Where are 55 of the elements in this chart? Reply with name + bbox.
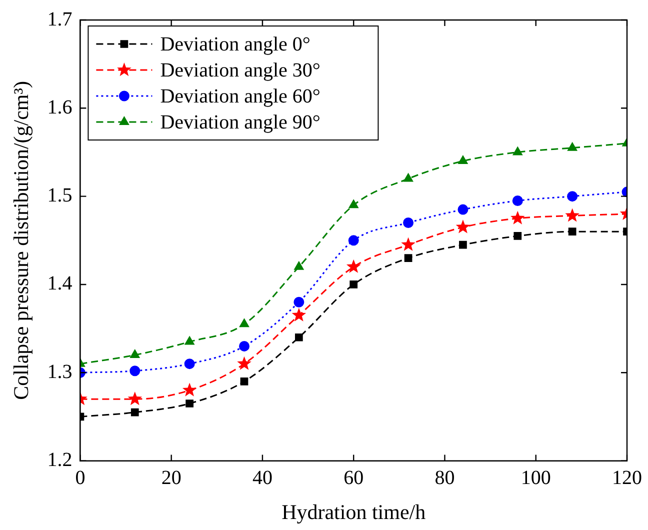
point	[348, 200, 358, 208]
x-tick-label: 0	[75, 467, 86, 490]
point	[458, 156, 468, 164]
point	[458, 204, 468, 215]
point	[404, 254, 412, 262]
x-tick-label: 120	[612, 467, 642, 490]
point	[348, 235, 359, 246]
y-tick-label: 1.2	[47, 449, 72, 472]
point	[459, 240, 467, 249]
point	[403, 218, 414, 228]
point	[130, 350, 140, 358]
point	[568, 142, 577, 151]
point	[510, 210, 525, 224]
point	[292, 308, 306, 322]
y-tick-label: 1.6	[47, 96, 72, 118]
point	[238, 340, 250, 352]
y-axis-title: Collapse pressure distribution/(g/cm³)	[9, 80, 34, 400]
point	[130, 366, 140, 376]
x-tick-label: 20	[161, 467, 182, 490]
point	[401, 237, 416, 251]
point	[294, 262, 304, 270]
point	[128, 392, 142, 406]
x-tick-label: 60	[344, 467, 364, 490]
x-tick-label: 100	[520, 467, 551, 490]
x-tick-label: 40	[252, 467, 272, 490]
point	[237, 356, 252, 370]
legend-label: Deviation angle 30°	[160, 59, 320, 82]
point	[182, 382, 197, 396]
y-tick-label: 1.4	[47, 272, 72, 295]
point	[512, 146, 522, 156]
point	[565, 208, 580, 222]
point	[130, 408, 139, 416]
point	[404, 173, 413, 182]
point	[350, 280, 358, 288]
point	[186, 400, 194, 408]
point	[240, 378, 248, 386]
point	[568, 228, 576, 236]
x-axis-title: Hydration time/h	[282, 500, 426, 524]
y-tick-label: 1.5	[47, 184, 72, 207]
point	[567, 191, 578, 202]
point	[240, 318, 249, 328]
legend-label: Deviation angle 90°	[160, 111, 320, 134]
point	[294, 333, 303, 342]
point	[514, 232, 522, 240]
x-tick-label: 80	[434, 467, 455, 490]
y-tick-label: 1.3	[47, 360, 72, 383]
point	[294, 296, 304, 308]
point	[456, 220, 470, 234]
y-tick-label: 1.7	[47, 8, 72, 30]
legend-label: Deviation angle 60°	[160, 85, 320, 108]
legend-label: Deviation angle 0°	[160, 33, 310, 56]
point	[346, 259, 361, 273]
point	[184, 336, 194, 345]
point	[184, 358, 195, 370]
point	[512, 195, 523, 206]
